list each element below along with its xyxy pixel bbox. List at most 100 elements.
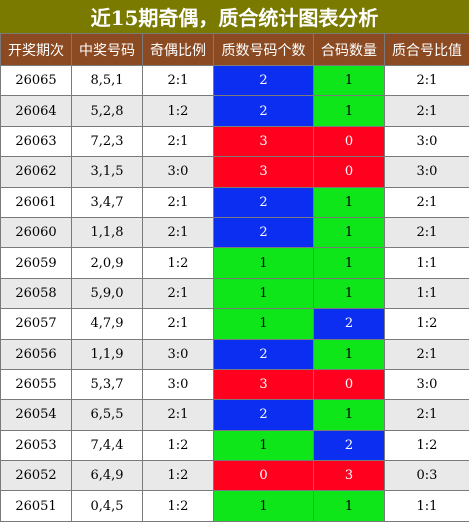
cell-odd-even: 2:1 xyxy=(142,125,214,158)
cell-numbers: 4,7,9 xyxy=(71,308,143,340)
cell-ratio: 3:0 xyxy=(384,125,469,158)
cell-odd-even: 2:1 xyxy=(142,308,214,340)
cell-odd-even: 2:1 xyxy=(142,186,214,218)
cell-ratio: 1:2 xyxy=(384,429,469,462)
cell-period: 26063 xyxy=(0,125,72,158)
cell-ratio: 1:1 xyxy=(384,490,469,522)
cell-odd-even: 1:2 xyxy=(142,460,214,492)
cell-numbers: 1,1,9 xyxy=(71,338,143,370)
table-row: 26055 5,3,7 3:0 3 0 3:0 xyxy=(0,368,469,401)
page-title: 近15期奇偶，质合统计图表分析 xyxy=(0,0,469,33)
table-row: 26051 0,4,5 1:2 1 1 1:1 xyxy=(0,490,469,522)
table-body: 26065 8,5,1 2:1 2 1 2:1 26064 5,2,8 1:2 2 1 2:1 2606… xyxy=(0,64,469,522)
cell-period: 26060 xyxy=(0,216,72,249)
cell-odd-even: 2:1 xyxy=(142,64,214,97)
cell-composite-count: 1 xyxy=(313,64,385,97)
cell-prime-count: 3 xyxy=(213,125,314,158)
cell-prime-count: 1 xyxy=(213,490,314,522)
cell-ratio: 2:1 xyxy=(384,399,469,431)
cell-odd-even: 1:2 xyxy=(142,247,214,279)
cell-composite-count: 0 xyxy=(313,368,385,401)
table-row: 26064 5,2,8 1:2 2 1 2:1 xyxy=(0,95,469,127)
cell-numbers: 3,4,7 xyxy=(71,186,143,218)
header-odd-even: 奇偶比例 xyxy=(142,33,214,66)
cell-prime-count: 2 xyxy=(213,95,314,127)
cell-composite-count: 1 xyxy=(313,490,385,522)
cell-odd-even: 2:1 xyxy=(142,277,214,310)
cell-composite-count: 1 xyxy=(313,277,385,310)
header-row: 开奖期次 中奖号码 奇偶比例 质数号码个数 合码数量 质合号比值 xyxy=(0,33,469,66)
cell-period: 26054 xyxy=(0,399,72,431)
cell-composite-count: 0 xyxy=(313,156,385,188)
cell-odd-even: 3:0 xyxy=(142,156,214,188)
table-row: 26056 1,1,9 3:0 2 1 2:1 xyxy=(0,338,469,370)
cell-odd-even: 3:0 xyxy=(142,368,214,401)
header-prime-count: 质数号码个数 xyxy=(213,33,314,66)
cell-ratio: 0:3 xyxy=(384,460,469,492)
cell-prime-count: 1 xyxy=(213,429,314,462)
cell-period: 26056 xyxy=(0,338,72,370)
cell-composite-count: 1 xyxy=(313,186,385,218)
cell-ratio: 3:0 xyxy=(384,368,469,401)
cell-ratio: 2:1 xyxy=(384,186,469,218)
cell-composite-count: 2 xyxy=(313,308,385,340)
header-ratio: 质合号比值 xyxy=(384,33,469,66)
table-row: 26063 7,2,3 2:1 3 0 3:0 xyxy=(0,125,469,158)
cell-odd-even: 1:2 xyxy=(142,429,214,462)
table-row: 26053 7,4,4 1:2 1 2 1:2 xyxy=(0,429,469,462)
cell-prime-count: 3 xyxy=(213,156,314,188)
cell-ratio: 1:1 xyxy=(384,247,469,279)
cell-numbers: 7,2,3 xyxy=(71,125,143,158)
cell-period: 26062 xyxy=(0,156,72,188)
cell-period: 26051 xyxy=(0,490,72,522)
cell-prime-count: 1 xyxy=(213,247,314,279)
cell-ratio: 3:0 xyxy=(384,156,469,188)
cell-numbers: 6,4,9 xyxy=(71,460,143,492)
table-row: 26060 1,1,8 2:1 2 1 2:1 xyxy=(0,216,469,249)
cell-period: 26065 xyxy=(0,64,72,97)
cell-numbers: 8,5,1 xyxy=(71,64,143,97)
table-row: 26054 6,5,5 2:1 2 1 2:1 xyxy=(0,399,469,431)
cell-composite-count: 1 xyxy=(313,338,385,370)
cell-composite-count: 1 xyxy=(313,247,385,279)
cell-ratio: 1:2 xyxy=(384,308,469,340)
cell-prime-count: 3 xyxy=(213,368,314,401)
cell-odd-even: 2:1 xyxy=(142,399,214,431)
table-row: 26059 2,0,9 1:2 1 1 1:1 xyxy=(0,247,469,279)
header-numbers: 中奖号码 xyxy=(71,33,143,66)
table-row: 26058 5,9,0 2:1 1 1 1:1 xyxy=(0,277,469,310)
cell-numbers: 5,9,0 xyxy=(71,277,143,310)
cell-ratio: 1:1 xyxy=(384,277,469,310)
cell-composite-count: 2 xyxy=(313,429,385,462)
cell-period: 26058 xyxy=(0,277,72,310)
stats-table: 开奖期次 中奖号码 奇偶比例 质数号码个数 合码数量 质合号比值 26065 8,… xyxy=(0,33,469,522)
cell-odd-even: 2:1 xyxy=(142,216,214,249)
header-period: 开奖期次 xyxy=(0,33,72,66)
table-row: 26065 8,5,1 2:1 2 1 2:1 xyxy=(0,64,469,97)
cell-composite-count: 0 xyxy=(313,125,385,158)
cell-period: 26052 xyxy=(0,460,72,492)
cell-prime-count: 0 xyxy=(213,460,314,492)
cell-ratio: 2:1 xyxy=(384,95,469,127)
cell-odd-even: 3:0 xyxy=(142,338,214,370)
cell-ratio: 2:1 xyxy=(384,338,469,370)
cell-composite-count: 3 xyxy=(313,460,385,492)
cell-numbers: 3,1,5 xyxy=(71,156,143,188)
cell-prime-count: 2 xyxy=(213,338,314,370)
cell-prime-count: 2 xyxy=(213,186,314,218)
cell-composite-count: 1 xyxy=(313,216,385,249)
cell-ratio: 2:1 xyxy=(384,64,469,97)
header-composite-count: 合码数量 xyxy=(313,33,385,66)
cell-numbers: 0,4,5 xyxy=(71,490,143,522)
cell-odd-even: 1:2 xyxy=(142,490,214,522)
cell-period: 26059 xyxy=(0,247,72,279)
cell-numbers: 6,5,5 xyxy=(71,399,143,431)
cell-prime-count: 1 xyxy=(213,277,314,310)
cell-composite-count: 1 xyxy=(313,399,385,431)
cell-period: 26057 xyxy=(0,308,72,340)
cell-prime-count: 2 xyxy=(213,216,314,249)
table-row: 26062 3,1,5 3:0 3 0 3:0 xyxy=(0,156,469,188)
cell-numbers: 1,1,8 xyxy=(71,216,143,249)
cell-numbers: 5,3,7 xyxy=(71,368,143,401)
